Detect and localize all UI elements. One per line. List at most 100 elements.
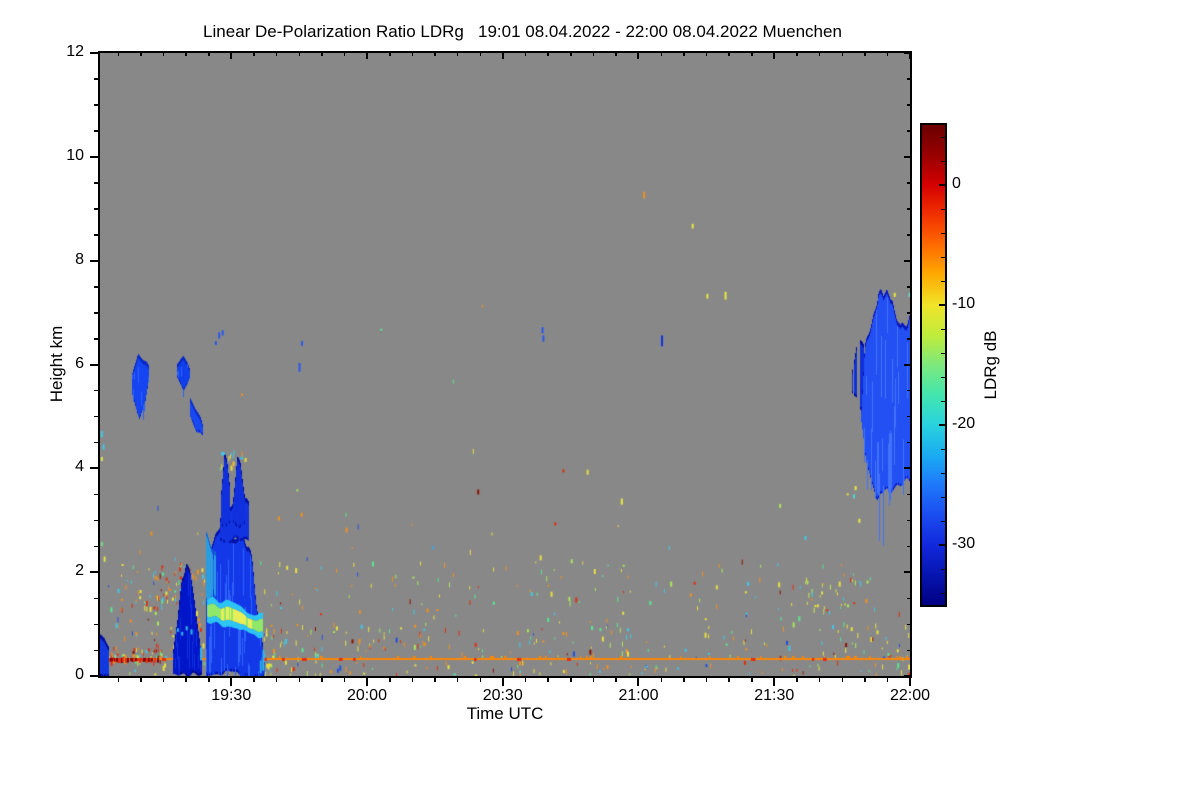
y-minor-tick <box>94 493 98 496</box>
y-major-tick-right <box>904 675 910 677</box>
y-major-tick <box>90 155 98 158</box>
colorbar-minor-tick <box>941 376 945 378</box>
x-minor-tick <box>592 678 595 682</box>
colorbar-minor-tick <box>941 328 945 330</box>
x-minor-tick <box>818 678 821 682</box>
y-major-tick <box>90 571 98 574</box>
colorbar-minor-tick <box>941 208 945 210</box>
colorbar-tick-label: -20 <box>952 415 976 432</box>
y-minor-tick <box>94 286 98 288</box>
colorbar-minor-tick <box>941 184 945 186</box>
y-minor-tick <box>94 338 98 340</box>
colorbar-tick-label: 0 <box>952 175 961 192</box>
y-tick-label: 6 <box>75 354 84 372</box>
colorbar-minor-tick <box>941 568 945 570</box>
y-minor-tick <box>94 545 98 548</box>
y-tick-label: 12 <box>66 43 84 60</box>
x-major-tick <box>909 678 911 686</box>
y-minor-tick-right <box>907 493 910 496</box>
colorbar-gradient <box>922 125 945 605</box>
y-minor-tick <box>94 208 98 210</box>
x-minor-tick-top <box>615 53 617 56</box>
y-tick-label: 2 <box>75 562 84 580</box>
plot-title: Linear De-Polarization Ratio LDRg 19:01 … <box>203 22 842 41</box>
y-major-tick-right <box>904 571 910 574</box>
y-minor-tick-right <box>907 623 910 626</box>
y-minor-tick <box>94 234 98 236</box>
colorbar-minor-tick <box>941 424 945 426</box>
y-minor-tick-right <box>907 286 910 288</box>
x-minor-tick-top <box>185 53 187 56</box>
x-minor-tick-top <box>818 53 821 56</box>
x-minor-tick <box>434 678 436 682</box>
y-major-tick <box>90 259 98 262</box>
x-minor-tick <box>343 678 346 682</box>
x-axis-label: Time UTC <box>466 704 544 723</box>
y-minor-tick-right <box>907 208 910 210</box>
y-minor-tick-right <box>907 545 910 548</box>
y-minor-tick <box>94 415 98 418</box>
x-minor-tick <box>389 678 391 682</box>
y-major-tick <box>90 52 98 54</box>
colorbar-tick-label: -10 <box>952 295 976 312</box>
x-minor-tick-top <box>343 53 346 56</box>
x-tick-label: 19:30 <box>211 687 252 704</box>
x-minor-tick-top <box>479 53 482 56</box>
y-minor-tick <box>94 389 98 392</box>
colorbar <box>920 123 947 607</box>
colorbar-minor-tick <box>941 304 945 306</box>
x-minor-tick-top <box>660 53 663 56</box>
x-minor-tick-top <box>321 53 323 56</box>
x-major-tick <box>501 678 504 686</box>
y-minor-tick-right <box>907 312 910 314</box>
y-minor-tick <box>94 519 98 522</box>
y-minor-tick-right <box>907 649 910 652</box>
y-minor-tick <box>94 441 98 444</box>
x-major-tick <box>365 678 368 686</box>
y-minor-tick-right <box>907 234 910 236</box>
colorbar-minor-tick <box>941 544 945 546</box>
y-tick-label: 0 <box>75 666 84 683</box>
x-minor-tick-top <box>886 53 889 56</box>
colorbar-minor-tick <box>941 400 945 402</box>
y-minor-tick <box>94 130 98 132</box>
y-major-tick-right <box>904 259 910 262</box>
x-major-tick-top <box>773 53 776 59</box>
x-minor-tick <box>728 678 730 682</box>
y-minor-tick-right <box>907 389 910 392</box>
x-tick-label: 21:30 <box>754 687 795 704</box>
y-minor-tick <box>94 597 98 600</box>
x-major-tick-top <box>230 53 233 59</box>
x-minor-tick <box>411 678 414 682</box>
colorbar-minor-tick <box>941 160 945 162</box>
y-major-tick-right <box>904 52 910 54</box>
heatmap-canvas <box>100 53 910 676</box>
y-major-tick-right <box>904 155 910 158</box>
y-minor-tick <box>94 649 98 652</box>
y-minor-tick-right <box>907 78 910 80</box>
x-minor-tick <box>479 678 482 682</box>
colorbar-minor-tick <box>941 280 945 282</box>
x-tick-label: 20:30 <box>482 687 523 704</box>
x-minor-tick <box>185 678 187 682</box>
x-minor-tick-top <box>117 53 120 56</box>
colorbar-minor-tick <box>941 496 945 498</box>
y-minor-tick <box>94 312 98 314</box>
x-minor-tick <box>796 678 798 682</box>
x-minor-tick-top <box>456 53 459 56</box>
y-tick-label: 8 <box>75 250 84 268</box>
y-minor-tick <box>94 623 98 626</box>
colorbar-label: LDRg dB <box>981 330 1000 400</box>
colorbar-minor-tick <box>941 448 945 450</box>
x-minor-tick-top <box>140 53 142 56</box>
x-minor-tick <box>275 678 278 682</box>
y-minor-tick-right <box>907 441 910 444</box>
x-minor-tick <box>570 678 572 682</box>
plot-area <box>98 51 912 678</box>
x-minor-tick-top <box>592 53 595 56</box>
x-major-tick-top <box>365 53 368 59</box>
x-minor-tick <box>321 678 323 682</box>
x-minor-tick-top <box>275 53 278 56</box>
x-minor-tick-top <box>705 53 708 56</box>
